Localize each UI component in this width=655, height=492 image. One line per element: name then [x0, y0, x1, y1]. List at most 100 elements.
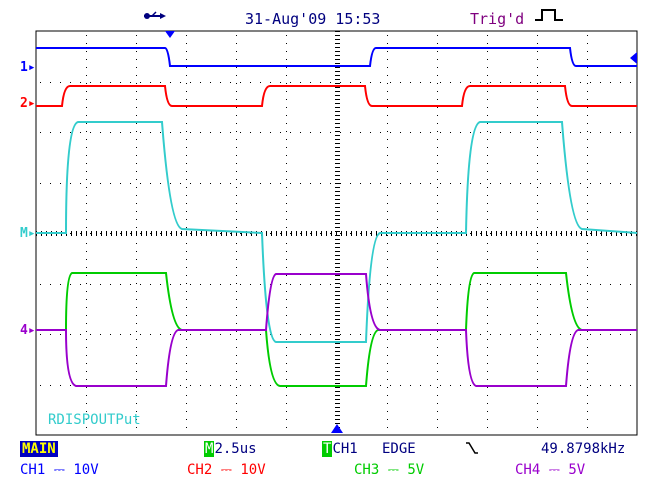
grid-dot — [236, 331, 237, 332]
center-tick — [335, 79, 340, 80]
grid-dot — [537, 307, 538, 308]
grid-dot — [540, 233, 541, 234]
center-tick — [335, 235, 340, 236]
center-tick — [336, 231, 337, 236]
grid-dot — [437, 203, 438, 204]
grid-dot — [420, 183, 421, 184]
grid-dot — [470, 82, 471, 83]
grid-dot — [186, 347, 187, 348]
grid-dot — [186, 355, 187, 356]
grid-dot — [90, 233, 91, 234]
grid-dot — [570, 82, 571, 83]
grid-dot — [370, 233, 371, 234]
grid-dot — [186, 315, 187, 316]
center-tick — [141, 231, 142, 236]
center-tick — [581, 231, 582, 236]
grid-dot — [160, 233, 161, 234]
grid-dot — [350, 284, 351, 285]
grid-dot — [587, 411, 588, 412]
grid-dot — [630, 334, 631, 335]
center-tick — [335, 327, 340, 328]
grid-dot — [50, 132, 51, 133]
grid-dot — [487, 35, 488, 36]
grid-dot — [537, 203, 538, 204]
center-tick — [511, 231, 512, 236]
grid-dot — [437, 283, 438, 284]
grid-dot — [500, 183, 501, 184]
grid-dot — [236, 347, 237, 348]
grid-dot — [530, 183, 531, 184]
grid-dot — [387, 147, 388, 148]
center-tick — [571, 231, 572, 236]
grid-dot — [310, 233, 311, 234]
grid-dot — [60, 284, 61, 285]
grid-dot — [190, 334, 191, 335]
grid-dot — [420, 82, 421, 83]
grid-dot — [537, 195, 538, 196]
grid-dot — [136, 203, 137, 204]
grid-dot — [587, 75, 588, 76]
grid-dot — [140, 132, 141, 133]
grid-dot — [587, 387, 588, 388]
grid-dot — [387, 427, 388, 428]
grid-dot — [286, 387, 287, 388]
grid-dot — [437, 147, 438, 148]
grid-dot — [140, 334, 141, 335]
grid-dot — [430, 385, 431, 386]
grid-dot — [537, 347, 538, 348]
grid-dot — [437, 195, 438, 196]
grid-dot — [450, 334, 451, 335]
grid-dot — [437, 307, 438, 308]
grid-dot — [80, 82, 81, 83]
grid-dot — [186, 339, 187, 340]
grid-dot — [110, 233, 111, 234]
center-tick — [126, 231, 127, 236]
grid-dot — [236, 227, 237, 228]
grid-dot — [286, 155, 287, 156]
grid-dot — [150, 82, 151, 83]
grid-dot — [236, 283, 237, 284]
grid-dot — [136, 395, 137, 396]
grid-dot — [487, 363, 488, 364]
grid-dot — [537, 147, 538, 148]
center-tick — [221, 231, 222, 236]
grid-dot — [236, 35, 237, 36]
grid-dot — [580, 385, 581, 386]
center-tick — [616, 231, 617, 236]
grid-dot — [487, 59, 488, 60]
grid-dot — [540, 334, 541, 335]
grid-dot — [430, 82, 431, 83]
center-tick — [366, 231, 367, 236]
grid-dot — [540, 183, 541, 184]
grid-dot — [620, 334, 621, 335]
grid-dot — [240, 284, 241, 285]
grid-dot — [610, 284, 611, 285]
grid-dot — [537, 171, 538, 172]
grid-dot — [560, 233, 561, 234]
center-tick — [335, 187, 340, 188]
grid-dot — [286, 379, 287, 380]
dc-coupling-icon: ⎓ — [387, 462, 399, 478]
grid-dot — [270, 82, 271, 83]
grid-dot — [537, 227, 538, 228]
grid-dot — [587, 107, 588, 108]
grid-dot — [487, 339, 488, 340]
center-tick — [335, 363, 340, 364]
grid-dot — [320, 183, 321, 184]
falling-edge-icon — [465, 441, 479, 459]
grid-dot — [510, 284, 511, 285]
grid-dot — [570, 183, 571, 184]
grid-dot — [450, 284, 451, 285]
grid-dot — [330, 233, 331, 234]
grid-dot — [236, 51, 237, 52]
grid-dot — [286, 43, 287, 44]
pulse-icon — [535, 8, 565, 26]
grid-dot — [560, 284, 561, 285]
grid-dot — [440, 183, 441, 184]
trigger-level-marker — [630, 52, 637, 64]
grid-dot — [260, 183, 261, 184]
grid-dot — [136, 83, 137, 84]
grid-dot — [560, 183, 561, 184]
center-tick — [321, 231, 322, 236]
grid-dot — [370, 132, 371, 133]
